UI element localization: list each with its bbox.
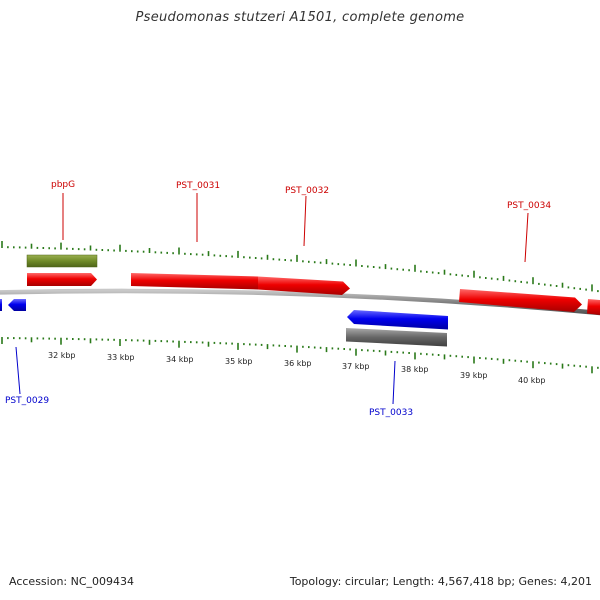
- scale-label-36kbp: 36 kbp: [284, 359, 312, 368]
- scale-label-38kbp: 38 kbp: [401, 365, 429, 374]
- upper-tick-ring: [1, 241, 599, 293]
- gene-label-pbpG[interactable]: pbpG: [51, 180, 75, 190]
- gene-label-PST_0032[interactable]: PST_0032: [285, 186, 329, 196]
- scale-label-37kbp: 37 kbp: [342, 362, 370, 371]
- gene-PST_0032-arrow[interactable]: [258, 276, 350, 296]
- scale-label-40kbp: 40 kbp: [518, 376, 546, 385]
- scale-label-35kbp: 35 kbp: [225, 357, 253, 366]
- lower-tick-ring: [1, 337, 599, 374]
- gene-label-PST_0033[interactable]: PST_0033: [369, 408, 413, 418]
- genome-title: Pseudomonas stutzeri A1501, complete gen…: [135, 10, 465, 25]
- gene-label-PST_0031[interactable]: PST_0031: [176, 181, 220, 191]
- scale-label-34kbp: 34 kbp: [166, 355, 194, 364]
- gene-PST_0028-partial[interactable]: [0, 299, 2, 311]
- scale-label-39kbp: 39 kbp: [460, 371, 488, 380]
- gene-PST_0034-arrow[interactable]: [459, 289, 582, 312]
- gene-PST_0033-arrow[interactable]: [347, 310, 448, 330]
- pseudogene-feature[interactable]: [26, 254, 98, 268]
- gene-PST_0029-arrow[interactable]: [8, 299, 26, 311]
- scale-label-32kbp: 32 kbp: [48, 351, 76, 360]
- gene-pbpG-arrow[interactable]: [27, 273, 97, 286]
- gene-PST_0031-arrow[interactable]: [131, 273, 258, 290]
- scale-label-33kbp: 33 kbp: [107, 353, 135, 362]
- gene-label-leaders: [15, 193, 529, 405]
- grey-feature[interactable]: [346, 328, 447, 347]
- gene-label-PST_0034[interactable]: PST_0034: [507, 201, 551, 211]
- accession-text: Accession: NC_009434: [9, 575, 135, 588]
- gene-label-PST_0029[interactable]: PST_0029: [5, 396, 49, 406]
- genome-summary-text: Topology: circular; Length: 4,567,418 bp…: [289, 575, 592, 588]
- gene-PST_0035-partial-arrow[interactable]: [587, 299, 600, 315]
